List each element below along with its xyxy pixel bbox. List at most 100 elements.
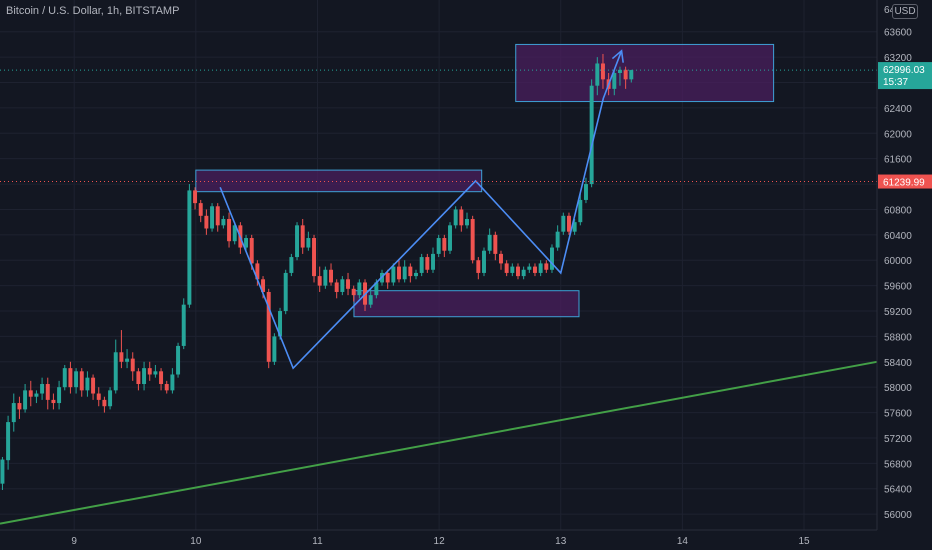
time-tick-label: 15: [798, 536, 810, 547]
candle-body: [278, 311, 283, 337]
time-tick-label: 14: [677, 536, 689, 547]
time-axis[interactable]: 9 10 11 12 13 14 15: [71, 536, 810, 547]
candle-body: [74, 371, 79, 388]
trendline-layer: [0, 360, 878, 525]
candle-body: [629, 70, 634, 80]
candle-body: [516, 266, 520, 277]
candle-body: [561, 215, 566, 232]
candle-body: [419, 257, 424, 273]
candle-body: [623, 69, 628, 80]
price-tick-label: 63600: [884, 28, 912, 39]
candle-body: [595, 63, 600, 86]
chart-title: Bitcoin / U.S. Dollar, 1h, BITSTAMP: [6, 5, 180, 17]
price-tick-label: 57600: [884, 409, 912, 420]
price-tick-label: 56800: [884, 459, 912, 470]
candle-body: [91, 377, 96, 394]
candle-body: [283, 272, 288, 312]
candle-body: [476, 260, 481, 273]
candle-body: [306, 238, 311, 248]
price-tick-label: 58800: [884, 332, 912, 343]
price-tick-label: 61600: [884, 155, 912, 166]
candle-body: [62, 368, 67, 388]
candle-body: [532, 266, 537, 273]
candle-body: [487, 234, 492, 251]
price-tick-label: 58000: [884, 383, 912, 394]
candle-body: [589, 85, 594, 185]
candle-body: [397, 266, 401, 280]
time-tick-label: 13: [555, 536, 567, 547]
candle-body: [334, 282, 339, 292]
candle-body: [549, 247, 554, 270]
currency-button[interactable]: USD: [892, 4, 918, 19]
candle-body: [193, 190, 198, 204]
candle-body: [374, 282, 379, 296]
time-tick-label: 9: [71, 536, 77, 547]
candle-body: [204, 215, 209, 229]
candle-body: [96, 393, 101, 400]
candle-body: [6, 422, 11, 461]
price-tick-label: 59600: [884, 282, 912, 293]
candle-body: [176, 345, 181, 375]
candle-body: [102, 399, 107, 407]
candle-body: [147, 368, 152, 375]
candle-body: [583, 184, 588, 200]
candle-body: [119, 352, 124, 362]
candle-body: [470, 218, 475, 261]
candle-body: [249, 238, 254, 264]
price-tick-label: 60400: [884, 231, 912, 242]
time-tick-label: 10: [190, 536, 202, 547]
time-tick-label: 11: [312, 536, 323, 547]
price-tick-label: 63200: [884, 53, 912, 64]
candle-body: [272, 336, 277, 362]
price-axis[interactable]: 56000 56400 56800 57200 57600 58000 58400 58800…: [884, 5, 912, 521]
candle-body: [125, 358, 130, 362]
candle-body: [0, 459, 5, 484]
pattern-layer: [219, 49, 624, 370]
level-price-value: 61239.99: [883, 178, 925, 189]
candle-body: [578, 199, 583, 223]
last-price-countdown: 15:37: [883, 77, 908, 88]
candle-body: [45, 384, 50, 400]
candle-body: [153, 371, 158, 375]
pattern-path[interactable]: [219, 50, 623, 370]
candle-body: [85, 377, 90, 391]
candle-body: [57, 387, 62, 404]
candle-body: [617, 69, 622, 73]
candle-body: [300, 225, 305, 248]
candle-body: [555, 231, 560, 248]
candle-body: [527, 266, 532, 270]
candle-body: [142, 368, 147, 385]
candle-body: [113, 352, 118, 391]
price-tick-label: 60000: [884, 256, 912, 267]
trendline[interactable]: [0, 360, 878, 525]
candle-body: [68, 368, 73, 388]
zone-rectangle[interactable]: [515, 43, 775, 103]
candle-body: [465, 218, 469, 226]
candle-body: [108, 390, 113, 407]
candle-body: [346, 279, 351, 289]
candle-body: [453, 209, 458, 226]
candle-body: [23, 390, 28, 410]
candle-body: [261, 279, 266, 292]
candle-body: [544, 263, 549, 270]
candle-body: [436, 238, 441, 254]
zone-layer: [195, 43, 775, 318]
candle-body: [499, 253, 503, 264]
candle-body: [312, 238, 317, 277]
candles-layer: [0, 53, 634, 491]
candle-body: [232, 225, 237, 242]
last-price-value: 62996.03: [883, 65, 925, 76]
candle-body: [323, 269, 328, 286]
candle-body: [442, 238, 447, 251]
candle-body: [329, 269, 334, 283]
candle-body: [181, 304, 186, 346]
zone-rectangle[interactable]: [195, 169, 483, 193]
candle-body: [425, 257, 430, 270]
pattern-arrowhead: [611, 49, 624, 63]
candle-body: [136, 371, 141, 385]
zone-rectangle[interactable]: [353, 290, 580, 318]
candle-body: [28, 390, 33, 397]
